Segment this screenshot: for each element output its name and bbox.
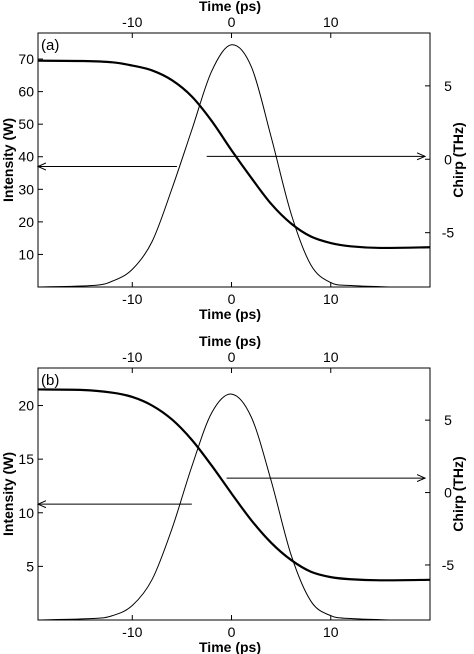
x2-tick-label: -10	[122, 349, 142, 365]
y-tick-label: 15	[18, 451, 34, 467]
x-axis-title: Time (ps)	[199, 306, 261, 322]
y-tick-label: 70	[18, 51, 34, 67]
y-tick-label: 10	[18, 505, 34, 521]
y2-axis-title: Chirp (THz)	[450, 456, 466, 531]
y2-tick-label: 5	[444, 78, 452, 94]
y2-tick-label: 0	[444, 485, 452, 501]
x-tick-label: -10	[122, 291, 142, 307]
panel-label: (b)	[41, 372, 59, 389]
plot-frame	[37, 367, 431, 621]
x2-axis-title: Time (ps)	[199, 333, 261, 349]
y2-tick-label: -5	[442, 225, 455, 241]
x2-tick-label: 0	[228, 14, 236, 30]
y2-tick-label: -5	[442, 557, 455, 573]
chart-panel-2: -10 0 10 -10 0 10 5 10 15 20 -5 0 5 Time (ps) Time (ps…	[0, 333, 466, 654]
x-tick-label: 0	[228, 291, 236, 307]
x-tick-label: 10	[323, 291, 339, 307]
x-tick-label: 0	[228, 624, 236, 640]
intensity-series-line	[37, 59, 431, 250]
x2-tick-label: 0	[228, 349, 236, 365]
y-tick-label: 40	[18, 149, 34, 165]
y-tick-label: 10	[18, 246, 34, 262]
y-axis-title: Intensity (W)	[0, 118, 16, 202]
y-tick-label: 20	[18, 398, 34, 414]
y-tick-label: 30	[18, 181, 34, 197]
y2-tick-label: 0	[444, 151, 452, 167]
y2-axis-title: Chirp (THz)	[450, 122, 466, 197]
chart-panel-1: -10 0 10 -10 0 10 10 20 30 40 50 60 70 -5 0 5 Time (ps) T…	[0, 0, 466, 322]
x2-tick-label: 10	[323, 14, 339, 30]
intensity-series-line	[37, 388, 431, 582]
x2-tick-label: -10	[122, 14, 142, 30]
x2-tick-label: 10	[323, 349, 339, 365]
x-tick-label: 10	[323, 624, 339, 640]
chirp-series-line	[37, 44, 391, 288]
x-axis-title: Time (ps)	[199, 639, 261, 654]
x-tick-label: -10	[122, 624, 142, 640]
y-tick-label: 20	[18, 214, 34, 230]
y-tick-label: 60	[18, 84, 34, 100]
y2-tick-label: 5	[444, 412, 452, 428]
y-axis-title: Intensity (W)	[0, 452, 16, 536]
chirp-series-line	[37, 393, 391, 621]
x2-axis-title: Time (ps)	[199, 0, 261, 14]
y-tick-label: 5	[26, 558, 34, 574]
plot-frame	[37, 32, 431, 288]
panel-label: (a)	[41, 37, 59, 54]
y-tick-label: 50	[18, 116, 34, 132]
